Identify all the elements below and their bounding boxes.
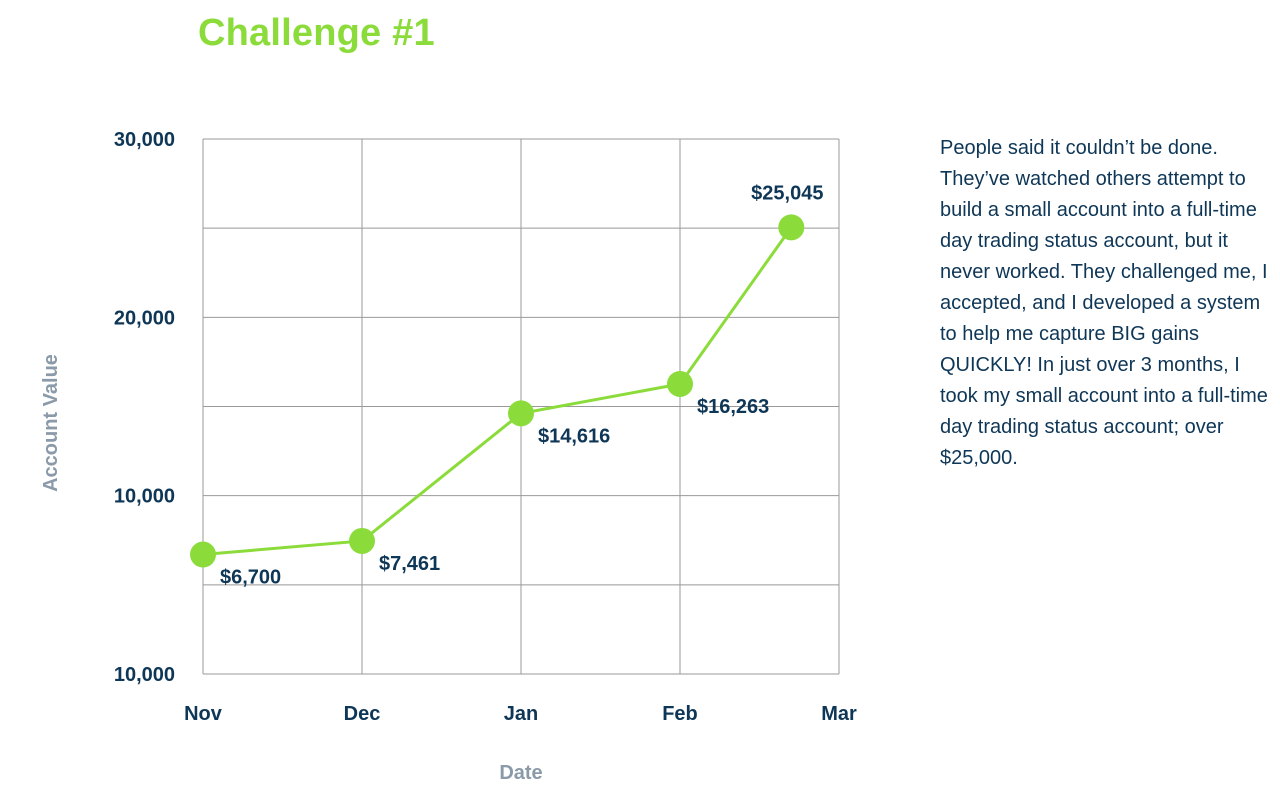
data-point xyxy=(508,400,534,427)
data-label: $6,700 xyxy=(220,567,281,589)
y-tick-label: 20,000 xyxy=(114,307,175,329)
account-value-chart: 30,000 20,000 10,000 10,000 Nov Dec Jan Feb Mar… xyxy=(40,129,857,784)
y-tick-label: 10,000 xyxy=(114,486,175,508)
data-point xyxy=(190,541,216,568)
data-label: $16,263 xyxy=(697,396,769,418)
x-axis-ticks: Nov Dec Jan Feb Mar xyxy=(184,703,857,725)
y-tick-label: 10,000 xyxy=(114,664,175,686)
y-axis-label: Account Value xyxy=(40,354,62,492)
data-point xyxy=(667,370,693,397)
x-tick-label: Nov xyxy=(184,703,223,725)
data-label: $25,045 xyxy=(751,182,823,204)
x-axis-label: Date xyxy=(499,762,542,784)
challenge-description: People said it couldn’t be done. They’ve… xyxy=(940,137,1268,469)
y-axis-ticks: 30,000 20,000 10,000 10,000 xyxy=(114,129,175,686)
data-point xyxy=(349,527,375,554)
x-tick-label: Jan xyxy=(504,703,538,725)
data-point xyxy=(778,214,805,241)
x-tick-label: Mar xyxy=(821,703,857,725)
y-tick-label: 30,000 xyxy=(114,129,175,151)
data-label: $7,461 xyxy=(379,553,440,575)
x-tick-label: Feb xyxy=(662,703,698,725)
x-tick-label: Dec xyxy=(344,703,381,725)
account-value-series: $6,700 $7,461 $14,616 $16,263 $25,045 xyxy=(190,182,823,589)
data-label: $14,616 xyxy=(538,425,610,447)
page-title: Challenge #1 xyxy=(198,12,435,54)
series-line xyxy=(202,226,793,557)
